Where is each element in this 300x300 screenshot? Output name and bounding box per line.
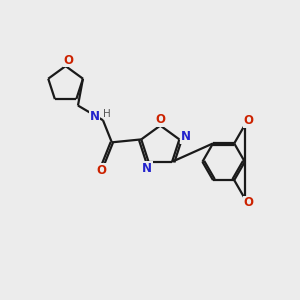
Text: O: O <box>64 54 74 67</box>
Text: H: H <box>103 109 110 119</box>
Text: O: O <box>244 196 254 209</box>
Text: O: O <box>244 114 254 127</box>
Text: O: O <box>155 113 165 126</box>
Text: N: N <box>142 162 152 175</box>
Text: N: N <box>181 130 191 143</box>
Text: O: O <box>97 164 106 177</box>
Text: N: N <box>90 110 100 123</box>
